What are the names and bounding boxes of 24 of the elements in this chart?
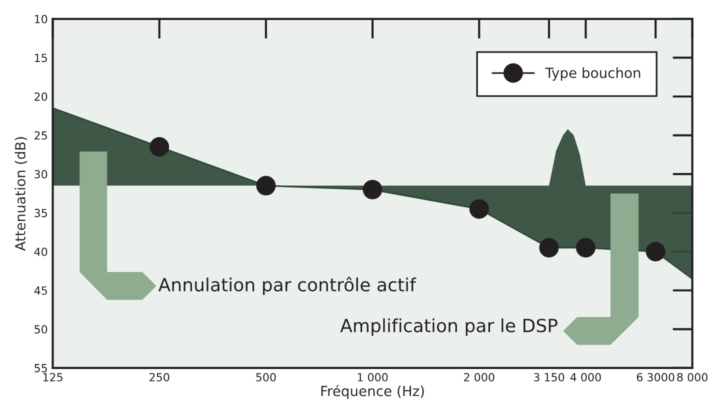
x-tick-label: 250 [150,372,170,382]
x-tick-label: 6 3000 [636,372,674,382]
y-axis-title: Attenuation (dB) [14,137,28,251]
y-tick-label: 10 [34,14,48,24]
x-tick-label: 2 000 [464,372,494,382]
y-tick-label: 35 [34,208,47,218]
x-tick-label: 8 000 [677,372,708,382]
x-tick-label: 1 000 [358,372,388,382]
y-tick-label: 55 [34,364,47,372]
x-tick-label: 3 150 [534,372,564,382]
y-tick-label: 40 [34,248,48,256]
y-tick-label: 20 [34,92,48,101]
x-tick-label: 125 [43,372,62,382]
y-tick-label: 25 [34,131,47,140]
annotation: Amplification par le DSP [340,318,558,336]
x-tick-label: 4 000 [570,372,601,382]
y-tick-label: 50 [34,325,48,334]
y-tick-label: 15 [34,54,47,62]
y-tick-label: 30 [34,170,48,178]
annotation: Annulation par contrôle actif [158,276,416,296]
legend-label: Type bouchon [545,67,640,81]
x-axis-title: Fréquence (Hz) [321,384,424,399]
x-tick-label: 500 [256,372,276,382]
y-tick-label: 45 [34,286,47,295]
